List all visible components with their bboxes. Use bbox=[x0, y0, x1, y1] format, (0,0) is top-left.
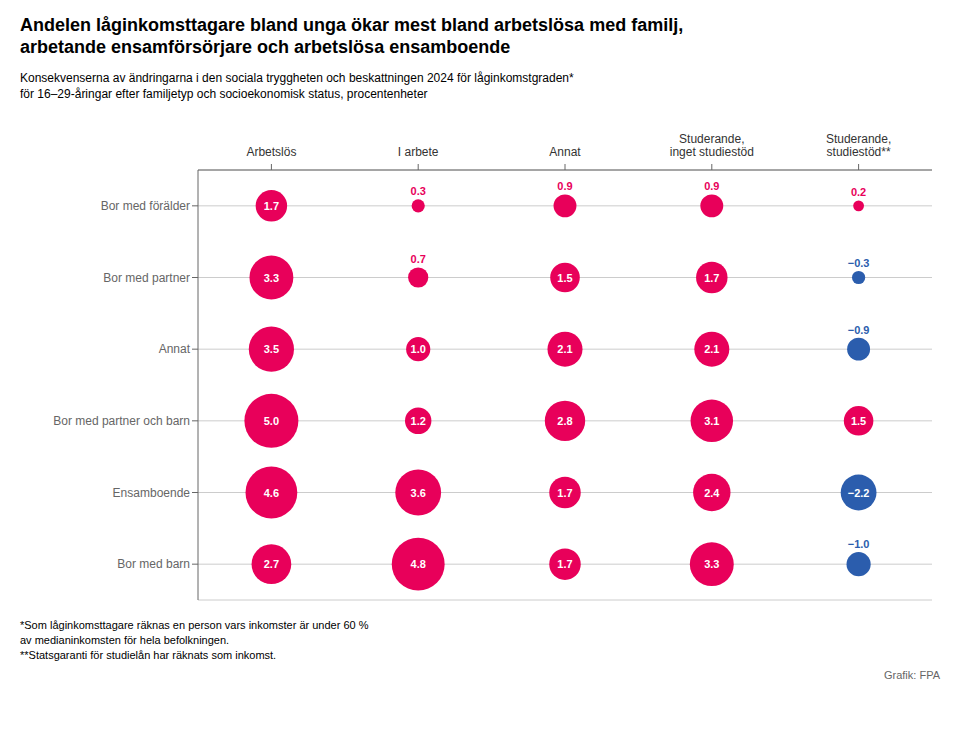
svg-text:0.3: 0.3 bbox=[411, 185, 426, 197]
svg-text:−1.0: −1.0 bbox=[848, 538, 870, 550]
svg-text:−0.9: −0.9 bbox=[848, 324, 870, 336]
svg-text:3.1: 3.1 bbox=[704, 415, 719, 427]
svg-text:1.5: 1.5 bbox=[851, 415, 866, 427]
svg-text:2.1: 2.1 bbox=[557, 343, 572, 355]
html-text:*Som låginkomsttagare räknas e: *Som låginkomsttagare räknas en person v… bbox=[20, 619, 369, 661]
html-text:Konsekvenserna av ändringarna: Konsekvenserna av ändringarna i den soci… bbox=[20, 71, 574, 101]
svg-text:Bor med partner: Bor med partner bbox=[103, 271, 190, 285]
svg-text:I arbete: I arbete bbox=[398, 145, 439, 159]
html-text:Andelen låginkomsttagare bland: Andelen låginkomsttagare bland unga ökar… bbox=[20, 15, 684, 57]
svg-text:1.7: 1.7 bbox=[557, 487, 572, 499]
svg-text:Studerande,studiestöd**: Studerande,studiestöd** bbox=[826, 132, 891, 159]
svg-text:Annat: Annat bbox=[549, 145, 581, 159]
svg-text:0.9: 0.9 bbox=[704, 180, 719, 192]
svg-text:1.7: 1.7 bbox=[557, 558, 572, 570]
svg-text:1.7: 1.7 bbox=[704, 272, 719, 284]
svg-text:Ensamboende: Ensamboende bbox=[113, 486, 191, 500]
svg-text:3.5: 3.5 bbox=[264, 343, 279, 355]
svg-text:1.7: 1.7 bbox=[264, 200, 279, 212]
svg-text:−2.2: −2.2 bbox=[848, 487, 870, 499]
svg-text:2.8: 2.8 bbox=[557, 415, 572, 427]
svg-text:Bor med förälder: Bor med förälder bbox=[101, 199, 190, 213]
svg-text:5.0: 5.0 bbox=[264, 415, 279, 427]
svg-text:4.8: 4.8 bbox=[411, 558, 426, 570]
svg-text:4.6: 4.6 bbox=[264, 487, 279, 499]
svg-text:0.7: 0.7 bbox=[411, 253, 426, 265]
svg-text:2.1: 2.1 bbox=[704, 343, 719, 355]
svg-text:Bor med barn: Bor med barn bbox=[117, 557, 190, 571]
svg-text:0.9: 0.9 bbox=[557, 180, 572, 192]
svg-text:2.4: 2.4 bbox=[704, 487, 720, 499]
svg-text:1.5: 1.5 bbox=[557, 272, 572, 284]
svg-text:Annat: Annat bbox=[159, 342, 191, 356]
svg-text:−0.3: −0.3 bbox=[848, 257, 870, 269]
svg-text:Studerande,inget studiestöd: Studerande,inget studiestöd bbox=[670, 132, 754, 159]
svg-text:1.2: 1.2 bbox=[411, 415, 426, 427]
svg-text:Bor med partner och barn: Bor med partner och barn bbox=[53, 414, 190, 428]
svg-text:1.0: 1.0 bbox=[411, 343, 426, 355]
svg-text:3.3: 3.3 bbox=[264, 272, 279, 284]
svg-text:0.2: 0.2 bbox=[851, 186, 866, 198]
svg-text:2.7: 2.7 bbox=[264, 558, 279, 570]
html-text:Grafik: FPA: Grafik: FPA bbox=[884, 669, 940, 681]
svg-text:Arbetslös: Arbetslös bbox=[246, 145, 296, 159]
svg-text:3.6: 3.6 bbox=[411, 487, 426, 499]
svg-text:3.3: 3.3 bbox=[704, 558, 719, 570]
